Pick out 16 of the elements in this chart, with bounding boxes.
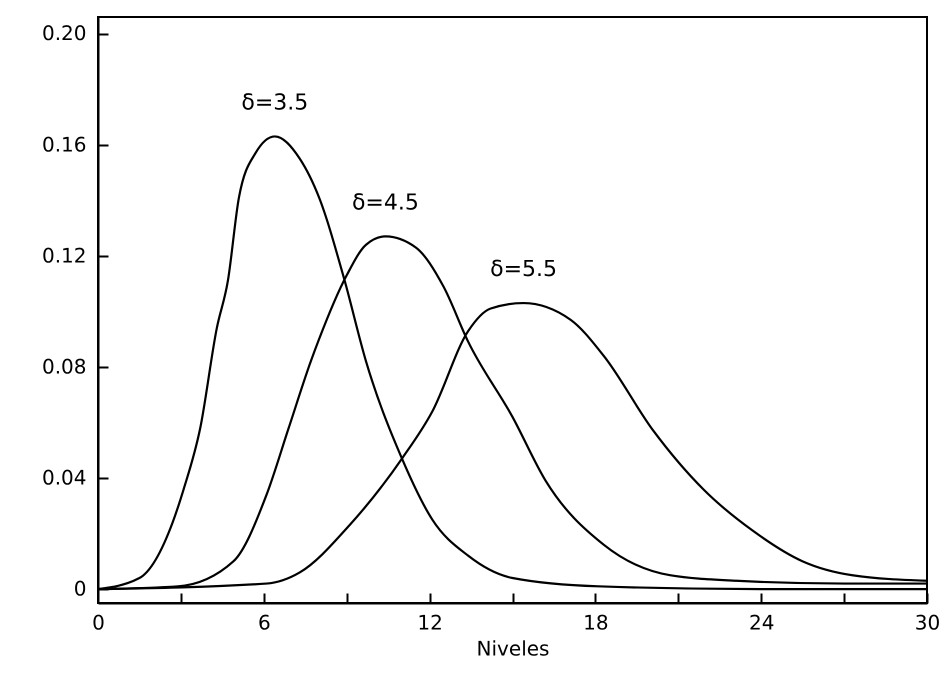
x-axis-title: Niveles: [476, 636, 550, 660]
series-label: δ=5.5: [490, 257, 557, 282]
x-tick-label: 18: [583, 610, 609, 634]
x-tick-label: 0: [92, 610, 105, 634]
y-tick-label: 0.20: [42, 21, 86, 46]
y-tick-label: 0: [74, 576, 86, 601]
y-tick-label: 0.16: [42, 132, 86, 156]
y-tick-label: 0.08: [42, 354, 86, 378]
series-label: δ=4.5: [352, 190, 419, 216]
x-tick-label: 6: [258, 610, 271, 634]
series-label: δ=3.5: [241, 90, 308, 116]
x-tick-label: 30: [914, 610, 940, 634]
y-tick-label: 0.12: [42, 243, 86, 268]
x-tick-label: 12: [417, 610, 443, 634]
y-tick-label: 0.04: [42, 466, 86, 490]
x-tick-label: 24: [748, 610, 774, 634]
